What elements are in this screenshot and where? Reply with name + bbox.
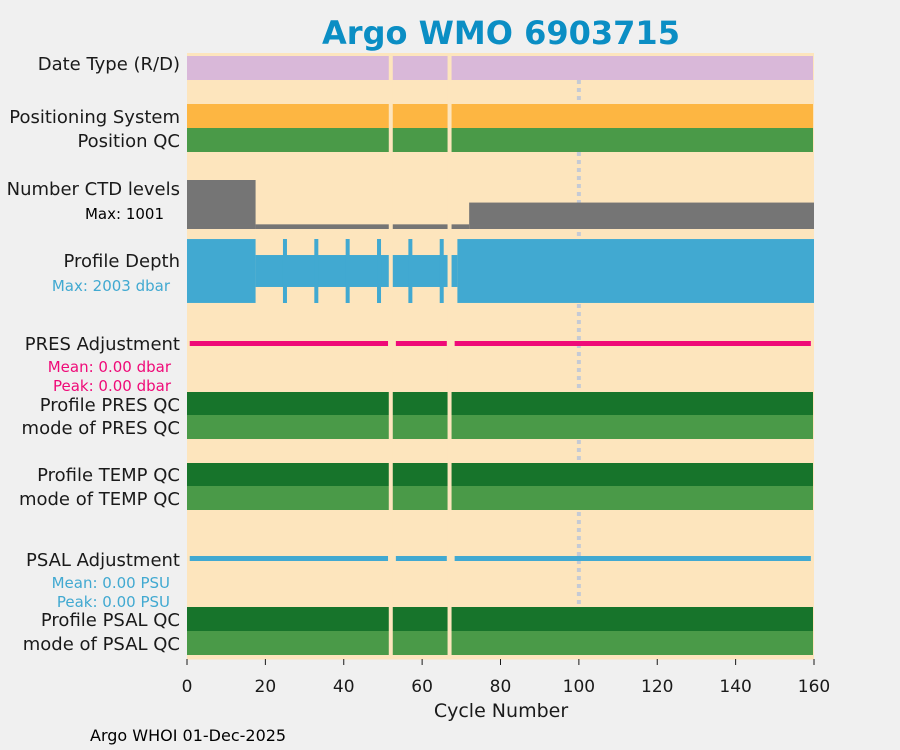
pres-adjustment-peak-label: Peak: 0.00 dbar — [53, 377, 172, 395]
psal-adjustment-line-0 — [189, 556, 389, 561]
profile-depth-bar-1 — [255, 255, 458, 287]
row-label-mode-psal-qc: mode of PSAL QC — [23, 634, 180, 655]
row-label-psal-adjustment: PSAL Adjustment — [26, 550, 180, 571]
pres-adjustment-line-1 — [395, 341, 447, 346]
row-label-pres-adjustment: PRES Adjustment — [25, 334, 180, 355]
row-label-profile-pres-qc: Profile PRES QC — [40, 395, 180, 416]
x-axis: 0 20 40 60 80 100 120 140 160 — [182, 658, 830, 697]
row-label-profile-psal-qc: Profile PSAL QC — [41, 610, 180, 631]
row-label-ctd-levels: Number CTD levels — [7, 179, 180, 200]
chart-title: Argo WMO 6903715 — [322, 14, 680, 52]
profile-depth-deep-cycle-1 — [314, 239, 319, 303]
footer-credit: Argo WHOI 01-Dec-2025 — [90, 726, 286, 745]
gap-stripe-1 — [447, 53, 452, 659]
profile-depth-bar-0 — [187, 239, 256, 303]
row-label-position-qc: Position QC — [77, 131, 180, 152]
row-label-profile-depth: Profile Depth — [63, 251, 180, 272]
x-axis-title: Cycle Number — [434, 700, 568, 722]
profile-depth-deep-cycle-0 — [282, 239, 287, 303]
row-label-date-type: Date Type (R/D) — [38, 54, 180, 75]
ctd-levels-bar-2 — [469, 202, 814, 229]
x-tick-label-100: 100 — [563, 677, 595, 697]
psal-adjustment-line-1 — [395, 556, 447, 561]
profile-temp-qc-band — [187, 463, 813, 486]
row-label-positioning-system: Positioning System — [9, 107, 180, 128]
row-labels: Date Type (R/D) Positioning System Posit… — [7, 54, 180, 655]
x-tick-label-120: 120 — [641, 677, 673, 697]
pres-adjustment-line-0 — [189, 341, 389, 346]
date-type-band — [187, 56, 813, 80]
ctd-levels-bar-1 — [255, 224, 470, 229]
mode-psal-qc-band — [187, 631, 813, 655]
position-qc-band — [187, 128, 813, 152]
profile-depth-bar-2 — [457, 239, 814, 303]
pres-adjustment-line-2 — [454, 341, 811, 346]
x-tick-label-0: 0 — [182, 677, 193, 697]
profile-depth-deep-cycle-4 — [408, 239, 413, 303]
profile-pres-qc-band — [187, 392, 813, 415]
ctd-levels-max-label: Max: 1001 — [85, 205, 164, 223]
psal-adjustment-peak-label: Peak: 0.00 PSU — [57, 593, 170, 611]
pres-adjustment-mean-label: Mean: 0.00 dbar — [48, 358, 172, 376]
x-tick-label-140: 140 — [719, 677, 751, 697]
profile-depth-deep-cycle-2 — [345, 239, 350, 303]
row-label-mode-temp-qc: mode of TEMP QC — [19, 489, 180, 510]
profile-depth-deep-cycle-3 — [377, 239, 382, 303]
x-tick-label-60: 60 — [411, 677, 433, 697]
gap-stripe-0 — [388, 53, 393, 659]
profile-depth-deep-cycle-5 — [439, 239, 444, 303]
profile-depth-max-label: Max: 2003 dbar — [52, 277, 171, 295]
data-marks — [187, 53, 814, 659]
x-tick-label-40: 40 — [333, 677, 355, 697]
profile-psal-qc-band — [187, 607, 813, 631]
psal-adjustment-mean-label: Mean: 0.00 PSU — [52, 574, 170, 592]
x-tick-label-160: 160 — [798, 677, 830, 697]
x-tick-label-80: 80 — [490, 677, 512, 697]
mode-temp-qc-band — [187, 486, 813, 510]
mode-pres-qc-band — [187, 415, 813, 439]
row-label-mode-pres-qc: mode of PRES QC — [22, 418, 180, 439]
row-label-profile-temp-qc: Profile TEMP QC — [37, 465, 180, 486]
x-tick-label-20: 20 — [255, 677, 277, 697]
positioning-system-band — [187, 104, 813, 128]
ctd-levels-bar-0 — [187, 180, 256, 229]
psal-adjustment-line-2 — [454, 556, 811, 561]
